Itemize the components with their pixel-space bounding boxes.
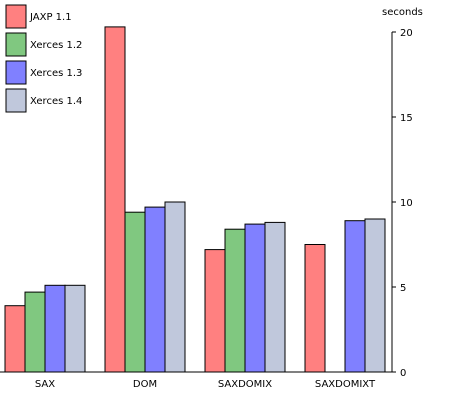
bar-dom-jaxp-1-1 — [104, 26, 126, 373]
y-tick-label: 0 — [400, 368, 406, 379]
y-axis: 0 5 10 15 20 — [391, 28, 413, 379]
legend-label: Xerces 1.2 — [30, 40, 82, 51]
legend-swatch-xerces-1-4 — [5, 88, 27, 113]
y-tick-label: 5 — [400, 283, 406, 294]
legend-swatch-jaxp-1-1 — [5, 4, 27, 29]
bar-sax-xerces-1-4 — [64, 284, 86, 373]
bar-saxdomixt-xerces-1-3 — [344, 220, 366, 373]
bar-saxdomixt-jaxp-1-1 — [304, 244, 326, 373]
legend-label: JAXP 1.1 — [29, 12, 72, 23]
y-tick-label: 20 — [400, 28, 413, 39]
legend-swatch-xerces-1-3 — [5, 60, 27, 85]
category-label-saxdomix: SAXDOMIX — [218, 379, 272, 390]
y-tick-label: 10 — [400, 198, 413, 209]
bar-saxdomix-xerces-1-4 — [264, 221, 286, 373]
legend-label: Xerces 1.4 — [30, 96, 82, 107]
bar-saxdomix-xerces-1-2 — [224, 228, 246, 373]
legend-label: Xerces 1.3 — [30, 68, 82, 79]
bar-sax-xerces-1-3 — [44, 284, 66, 373]
category-label-dom: DOM — [133, 379, 157, 390]
bar-dom-xerces-1-2 — [124, 211, 146, 373]
legend-swatch-xerces-1-2 — [5, 32, 27, 57]
bar-saxdomix-jaxp-1-1 — [204, 249, 226, 373]
y-axis-unit-label: seconds — [382, 7, 423, 18]
bar-saxdomix-xerces-1-3 — [244, 223, 266, 373]
category-labels: SAX DOM SAXDOMIX SAXDOMIXT — [35, 379, 376, 390]
legend: JAXP 1.1 Xerces 1.2 Xerces 1.3 Xerces 1.4 — [5, 4, 82, 113]
bar-dom-xerces-1-4 — [164, 201, 186, 373]
bar-sax-jaxp-1-1 — [4, 305, 26, 373]
y-tick-label: 15 — [400, 113, 413, 124]
category-label-sax: SAX — [35, 379, 55, 390]
category-label-saxdomixt: SAXDOMIXT — [315, 379, 376, 390]
bars-group — [4, 26, 386, 373]
bar-saxdomixt-xerces-1-4 — [364, 218, 386, 373]
bar-sax-xerces-1-2 — [24, 291, 46, 373]
bar-dom-xerces-1-3 — [144, 206, 166, 373]
